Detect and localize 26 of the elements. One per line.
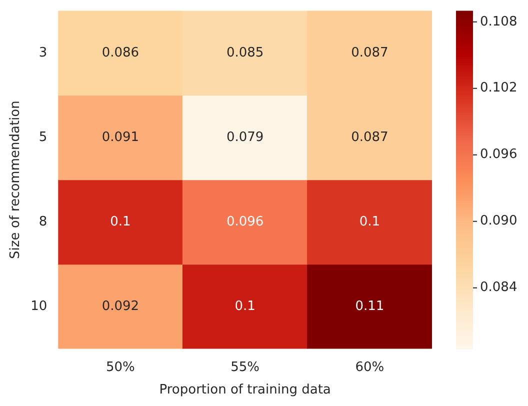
- data-label: 0.091: [102, 130, 140, 145]
- data-label: 0.1: [359, 214, 380, 230]
- y-axis-title: Size of recommendation: [8, 100, 24, 259]
- data-label: 0.1: [234, 298, 256, 314]
- data-label: 0.085: [226, 45, 264, 60]
- x-tick-label: 60%: [355, 360, 384, 375]
- y-tick-label: 8: [38, 214, 48, 230]
- color-bar-label: 0.108: [480, 14, 518, 30]
- data-label: 0.087: [351, 45, 388, 60]
- data-label: 0.087: [351, 130, 388, 145]
- data-label: 0.096: [226, 214, 264, 230]
- color-bar-label: 0.090: [480, 214, 518, 229]
- y-tick-label: 3: [38, 45, 48, 60]
- y-tick-label: 10: [30, 298, 48, 314]
- color-bar-label: 0.084: [480, 280, 518, 296]
- color-bar-label: 0.102: [480, 80, 518, 96]
- data-label: 0.11: [355, 298, 384, 314]
- data-label: 0.1: [110, 214, 131, 230]
- x-axis-title: Proportion of training data: [159, 382, 331, 398]
- data-label: 0.079: [226, 130, 264, 145]
- x-tick-label: 50%: [106, 360, 135, 375]
- data-label: 0.086: [102, 45, 140, 60]
- data-label: 0.092: [102, 298, 140, 314]
- color-bar-label: 0.096: [480, 147, 518, 162]
- y-tick-label: 5: [38, 130, 48, 145]
- x-tick-label: 55%: [230, 360, 260, 375]
